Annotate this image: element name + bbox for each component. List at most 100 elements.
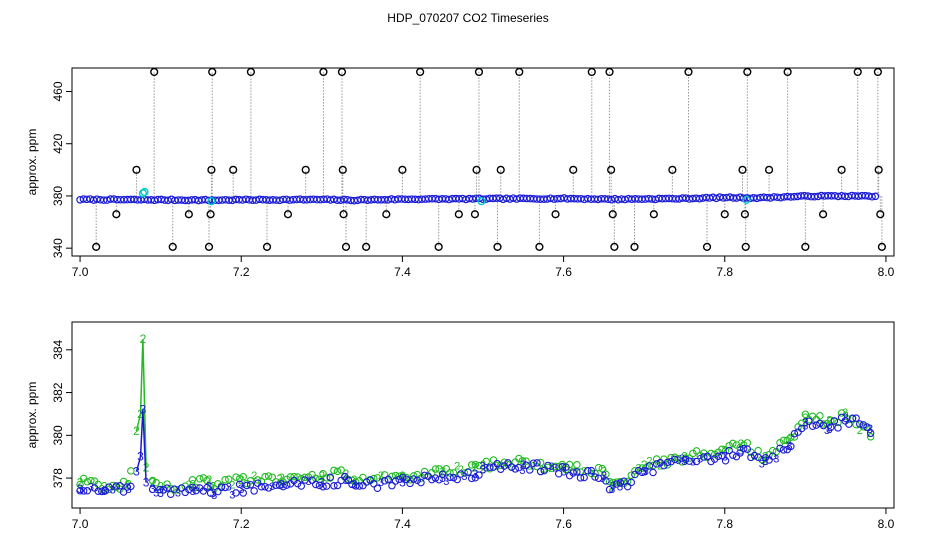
- spike-point: [874, 165, 883, 174]
- top-y-tick-label: 340: [51, 238, 65, 258]
- series-2-point: [594, 463, 603, 472]
- series-3-point: [123, 483, 131, 491]
- series-3-data-marker: 3: [318, 475, 325, 489]
- series-3-point: [449, 473, 458, 482]
- series-3-data-marker: 3: [842, 411, 849, 425]
- series-2-point: [834, 418, 842, 427]
- series-3-point: [718, 451, 726, 460]
- series-2-marker: 2: [171, 484, 177, 496]
- series-3-point: [319, 483, 327, 491]
- spike-point: [569, 165, 578, 174]
- baseline-point: [868, 192, 876, 201]
- series-3-point: [703, 452, 712, 461]
- series-2-marker: 2: [251, 470, 257, 482]
- series-3-data-marker: 3: [609, 482, 616, 496]
- series-2-point: [119, 477, 128, 486]
- series-2-point: [264, 472, 273, 480]
- spike-point: [738, 165, 747, 174]
- chart-title: HDP_070207 CO2 Timeseries: [387, 11, 548, 25]
- series-3-point: [863, 423, 871, 431]
- bottom-x-tick-label: 7.8: [716, 517, 733, 531]
- series-3-point: [428, 475, 436, 484]
- series-3-marker: 3: [773, 453, 779, 465]
- series-3-point: [714, 452, 723, 461]
- top-x-tick-label: 7.6: [555, 265, 572, 279]
- series-3-marker: 3: [305, 476, 311, 488]
- series-3-marker: 3: [552, 463, 558, 475]
- series-3-point: [475, 471, 483, 479]
- bottom-y-axis-label: approx. ppm: [25, 382, 39, 449]
- spike-point: [801, 242, 810, 251]
- series-3-point: [605, 485, 614, 494]
- spike-point: [472, 165, 481, 174]
- series-3-point: [743, 445, 752, 453]
- series-3-data-marker: 3: [343, 473, 350, 487]
- series-2-data-marker: 2: [149, 475, 156, 489]
- series-2-point: [475, 461, 483, 470]
- series-3-data-marker: 3: [351, 477, 358, 491]
- spike-point: [204, 242, 214, 251]
- series-2-point: [642, 464, 650, 472]
- series-2-point: [573, 460, 581, 469]
- spike-point: [246, 67, 256, 77]
- top-x-tick-label: 7.8: [716, 265, 733, 279]
- series-3-data-marker: 3: [140, 403, 147, 417]
- series-2-data-marker: 2: [641, 458, 648, 472]
- series-3-data-marker: 3: [399, 475, 406, 489]
- series-3-point: [736, 449, 744, 457]
- series-3-point: [805, 417, 813, 425]
- series-2-point: [254, 476, 262, 484]
- series-2-point: [322, 474, 331, 482]
- series-3-point: [848, 414, 857, 423]
- series-2-data-marker: 2: [802, 411, 809, 425]
- series-3-marker: 3: [480, 460, 486, 472]
- series-3-point: [700, 453, 708, 461]
- series-3-point: [812, 421, 820, 429]
- series-2-point: [623, 477, 632, 486]
- series-3-point: [754, 453, 762, 461]
- series-2-point: [373, 474, 382, 482]
- series-3-point: [326, 473, 335, 482]
- series-2-point: [221, 476, 229, 484]
- spike-point: [741, 242, 750, 251]
- series-2-data-marker: 2: [318, 469, 325, 483]
- series-3-point: [529, 459, 538, 467]
- series-2-point: [627, 471, 636, 479]
- highlight-point: [207, 197, 216, 206]
- series-3-data-marker: 3: [143, 475, 150, 489]
- series-3-data-marker: 3: [278, 477, 285, 491]
- series-3-point: [486, 463, 494, 472]
- top-x-tick-label: 8.0: [878, 265, 895, 279]
- series-2-point: [188, 475, 197, 484]
- series-2-data-marker: 2: [399, 469, 406, 483]
- series-2-point: [257, 477, 266, 486]
- series-3-data-marker: 3: [210, 486, 217, 500]
- series-2-point: [152, 478, 160, 487]
- spike-point: [338, 165, 347, 174]
- series-3-point: [388, 481, 396, 490]
- series-3-point: [576, 474, 585, 482]
- series-3-point: [438, 470, 447, 479]
- series-3-marker: 3: [211, 490, 217, 502]
- series-3-point: [768, 452, 777, 461]
- series-2-point: [87, 476, 95, 485]
- series-2-point: [797, 419, 806, 427]
- series-3-point: [457, 470, 465, 478]
- series-3-point: [453, 475, 461, 484]
- bottom-x-tick-label: 7.6: [555, 517, 572, 531]
- series-3-point: [515, 463, 523, 472]
- series-2-point: [721, 447, 730, 455]
- highlight-point: [138, 189, 148, 198]
- spike-point: [610, 242, 619, 251]
- series-3-point: [275, 481, 284, 490]
- series-3-marker: 3: [443, 476, 449, 488]
- series-3-point: [330, 482, 338, 490]
- series-3-point: [790, 429, 799, 438]
- series-3-point: [315, 481, 324, 490]
- series-2-data-marker: 2: [721, 443, 728, 457]
- series-2-marker: 2: [454, 461, 460, 473]
- spike-point: [283, 210, 293, 219]
- series-2-data-marker: 2: [786, 433, 793, 447]
- series-3-point: [725, 446, 733, 455]
- series-3-point: [163, 484, 171, 492]
